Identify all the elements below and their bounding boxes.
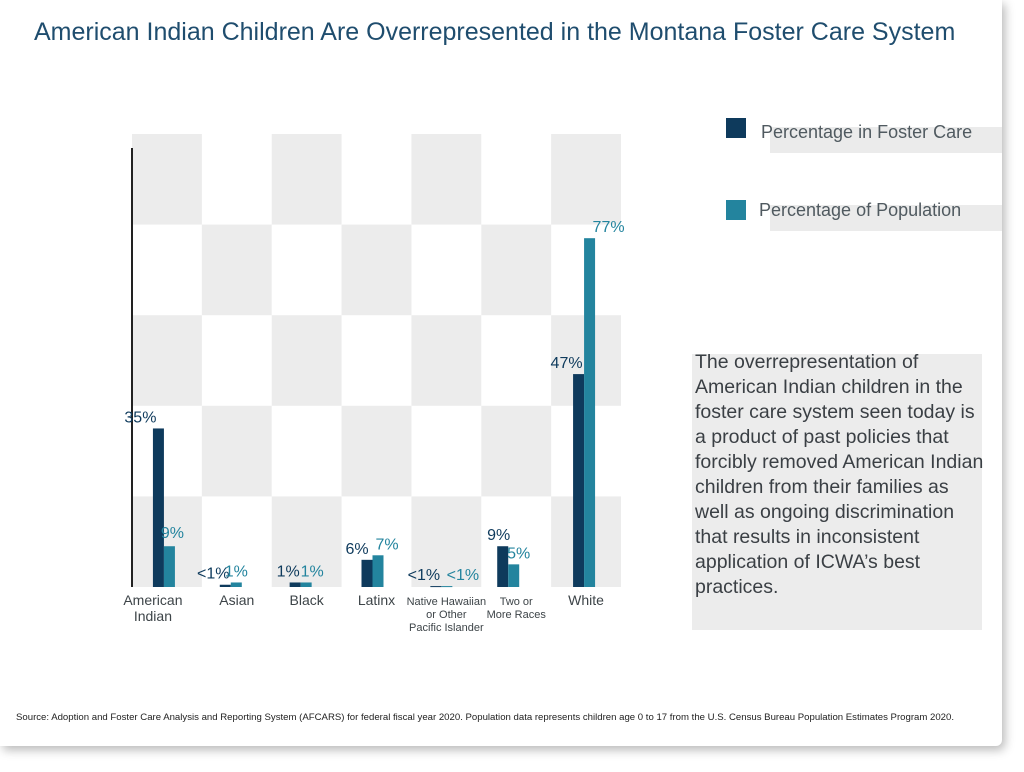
bar-population (441, 586, 453, 588)
data-label: 6% (345, 541, 368, 558)
data-label: 9% (487, 527, 510, 544)
category-label: American (123, 592, 182, 608)
bar-foster-care (361, 559, 373, 587)
bar-population (300, 582, 312, 587)
data-label: 1% (277, 563, 300, 580)
bar-population (163, 546, 175, 587)
grid-cell (201, 405, 272, 497)
legend-label-foster-care: Percentage in Foster Care (761, 122, 973, 142)
data-label: <1% (447, 567, 479, 584)
data-label: 9% (161, 525, 184, 542)
category-label: or Other (426, 609, 467, 621)
data-label: 1% (225, 563, 248, 580)
legend-item-bg (770, 205, 1002, 231)
annotation-background (692, 354, 982, 630)
bar-population (230, 582, 242, 587)
data-label: <1% (197, 566, 229, 583)
category-label: Two or (500, 596, 533, 608)
legend-swatch-population (726, 200, 746, 220)
bar-foster-care (573, 374, 585, 587)
data-label: 35% (124, 409, 156, 426)
category-label: Pacific Islander (409, 622, 484, 634)
grid-cell (341, 405, 412, 497)
data-label: 77% (593, 219, 625, 236)
grid-cell (271, 315, 342, 406)
source-note: Source: Adoption and Foster Care Analysi… (16, 712, 955, 723)
data-label: <1% (408, 567, 440, 584)
grid-cell (411, 496, 482, 587)
bar-foster-care (497, 546, 509, 587)
bar-foster-care (152, 428, 164, 587)
grid-cell (271, 134, 342, 225)
grid-cell (341, 224, 412, 316)
grid-cell (551, 134, 621, 225)
data-label: 5% (507, 545, 530, 562)
legend-swatch-foster-care (726, 118, 746, 138)
bar-population (508, 564, 520, 587)
category-label: More Races (487, 609, 547, 621)
grid-cell (201, 224, 272, 316)
category-label: Native Hawaiian (407, 596, 486, 608)
data-label: 7% (375, 536, 398, 553)
grid-cell (411, 315, 482, 406)
annotation-text: The overrepresentation of American India… (695, 351, 984, 598)
grid-cell (481, 405, 552, 497)
grid-cell (271, 496, 342, 587)
chart-title: American Indian Children Are Overreprese… (34, 18, 956, 46)
legend-item-bg (770, 127, 1002, 153)
data-label: 47% (551, 355, 583, 372)
grid-cell (481, 224, 552, 316)
category-label: Asian (219, 592, 254, 608)
bar-foster-care (289, 582, 301, 587)
data-label: 1% (301, 563, 324, 580)
bar-foster-care (430, 586, 442, 588)
bar-foster-care (219, 584, 231, 587)
grid-cell (132, 134, 202, 225)
grid-cell (411, 134, 482, 225)
grid-cell (132, 315, 202, 406)
category-label: White (568, 592, 604, 608)
legend-label-population: Percentage of Population (759, 200, 962, 220)
bar-population (372, 555, 384, 587)
category-label: Latinx (358, 592, 395, 608)
chart-card: American Indian Children Are Overreprese… (16, 18, 1002, 723)
category-label: Indian (134, 608, 172, 624)
category-label: Black (290, 592, 325, 608)
bar-population (584, 238, 596, 587)
